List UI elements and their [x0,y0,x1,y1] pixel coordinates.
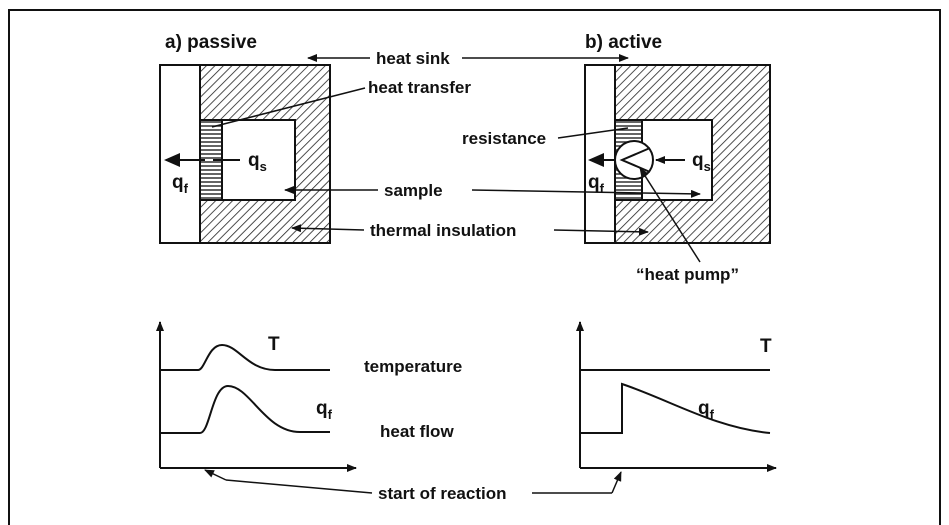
subscript: f [710,407,715,422]
panel-title: b) active [585,32,662,53]
leader [611,471,622,494]
panel-title: a) passive [165,32,257,53]
symbol: qs [248,150,267,174]
subscript: f [600,181,605,196]
label: heat flow [380,422,454,441]
symbol: qs [692,150,711,174]
symbol: qf [588,172,605,196]
frame [8,9,941,525]
symbol: q [588,172,600,193]
active-apparatus: qf qs [584,64,771,244]
symbol: q [172,172,184,193]
active-graph: T qf [576,321,777,472]
label: “heat pump” [636,265,739,284]
symbol: q [316,398,328,419]
leader [557,127,629,139]
label: temperature [364,357,462,376]
symbol: q [698,398,710,419]
callouts: heat sink heat transfer resistance sampl… [211,49,739,284]
heat-flow-curve [580,382,771,434]
leader [639,167,701,263]
symbol: T [268,334,280,355]
label: heat transfer [368,78,471,97]
leader [553,227,649,236]
leader [291,224,365,233]
symbol: q [248,150,260,171]
plate [584,64,616,244]
passive-apparatus: qf qs [159,64,331,244]
plate [159,64,201,244]
symbol: qf [316,398,333,422]
label: heat sink [376,49,450,68]
label: sample [384,181,443,200]
leader [204,469,227,481]
passive-graph: T qf [156,321,357,472]
leader [225,479,373,494]
subscript: f [184,181,189,196]
leader [211,87,366,128]
label: thermal insulation [370,221,516,240]
subscript: s [260,159,267,174]
symbol: qf [698,398,715,422]
symbol: q [692,150,704,171]
heat-flow-curve [160,384,330,434]
symbol: T [760,336,772,357]
subscript: f [328,407,333,422]
label: start of reaction [378,484,506,503]
label: resistance [462,129,546,148]
temperature-curve [160,343,330,371]
symbol: qf [172,172,189,196]
subscript: s [704,159,711,174]
leader [471,189,701,198]
